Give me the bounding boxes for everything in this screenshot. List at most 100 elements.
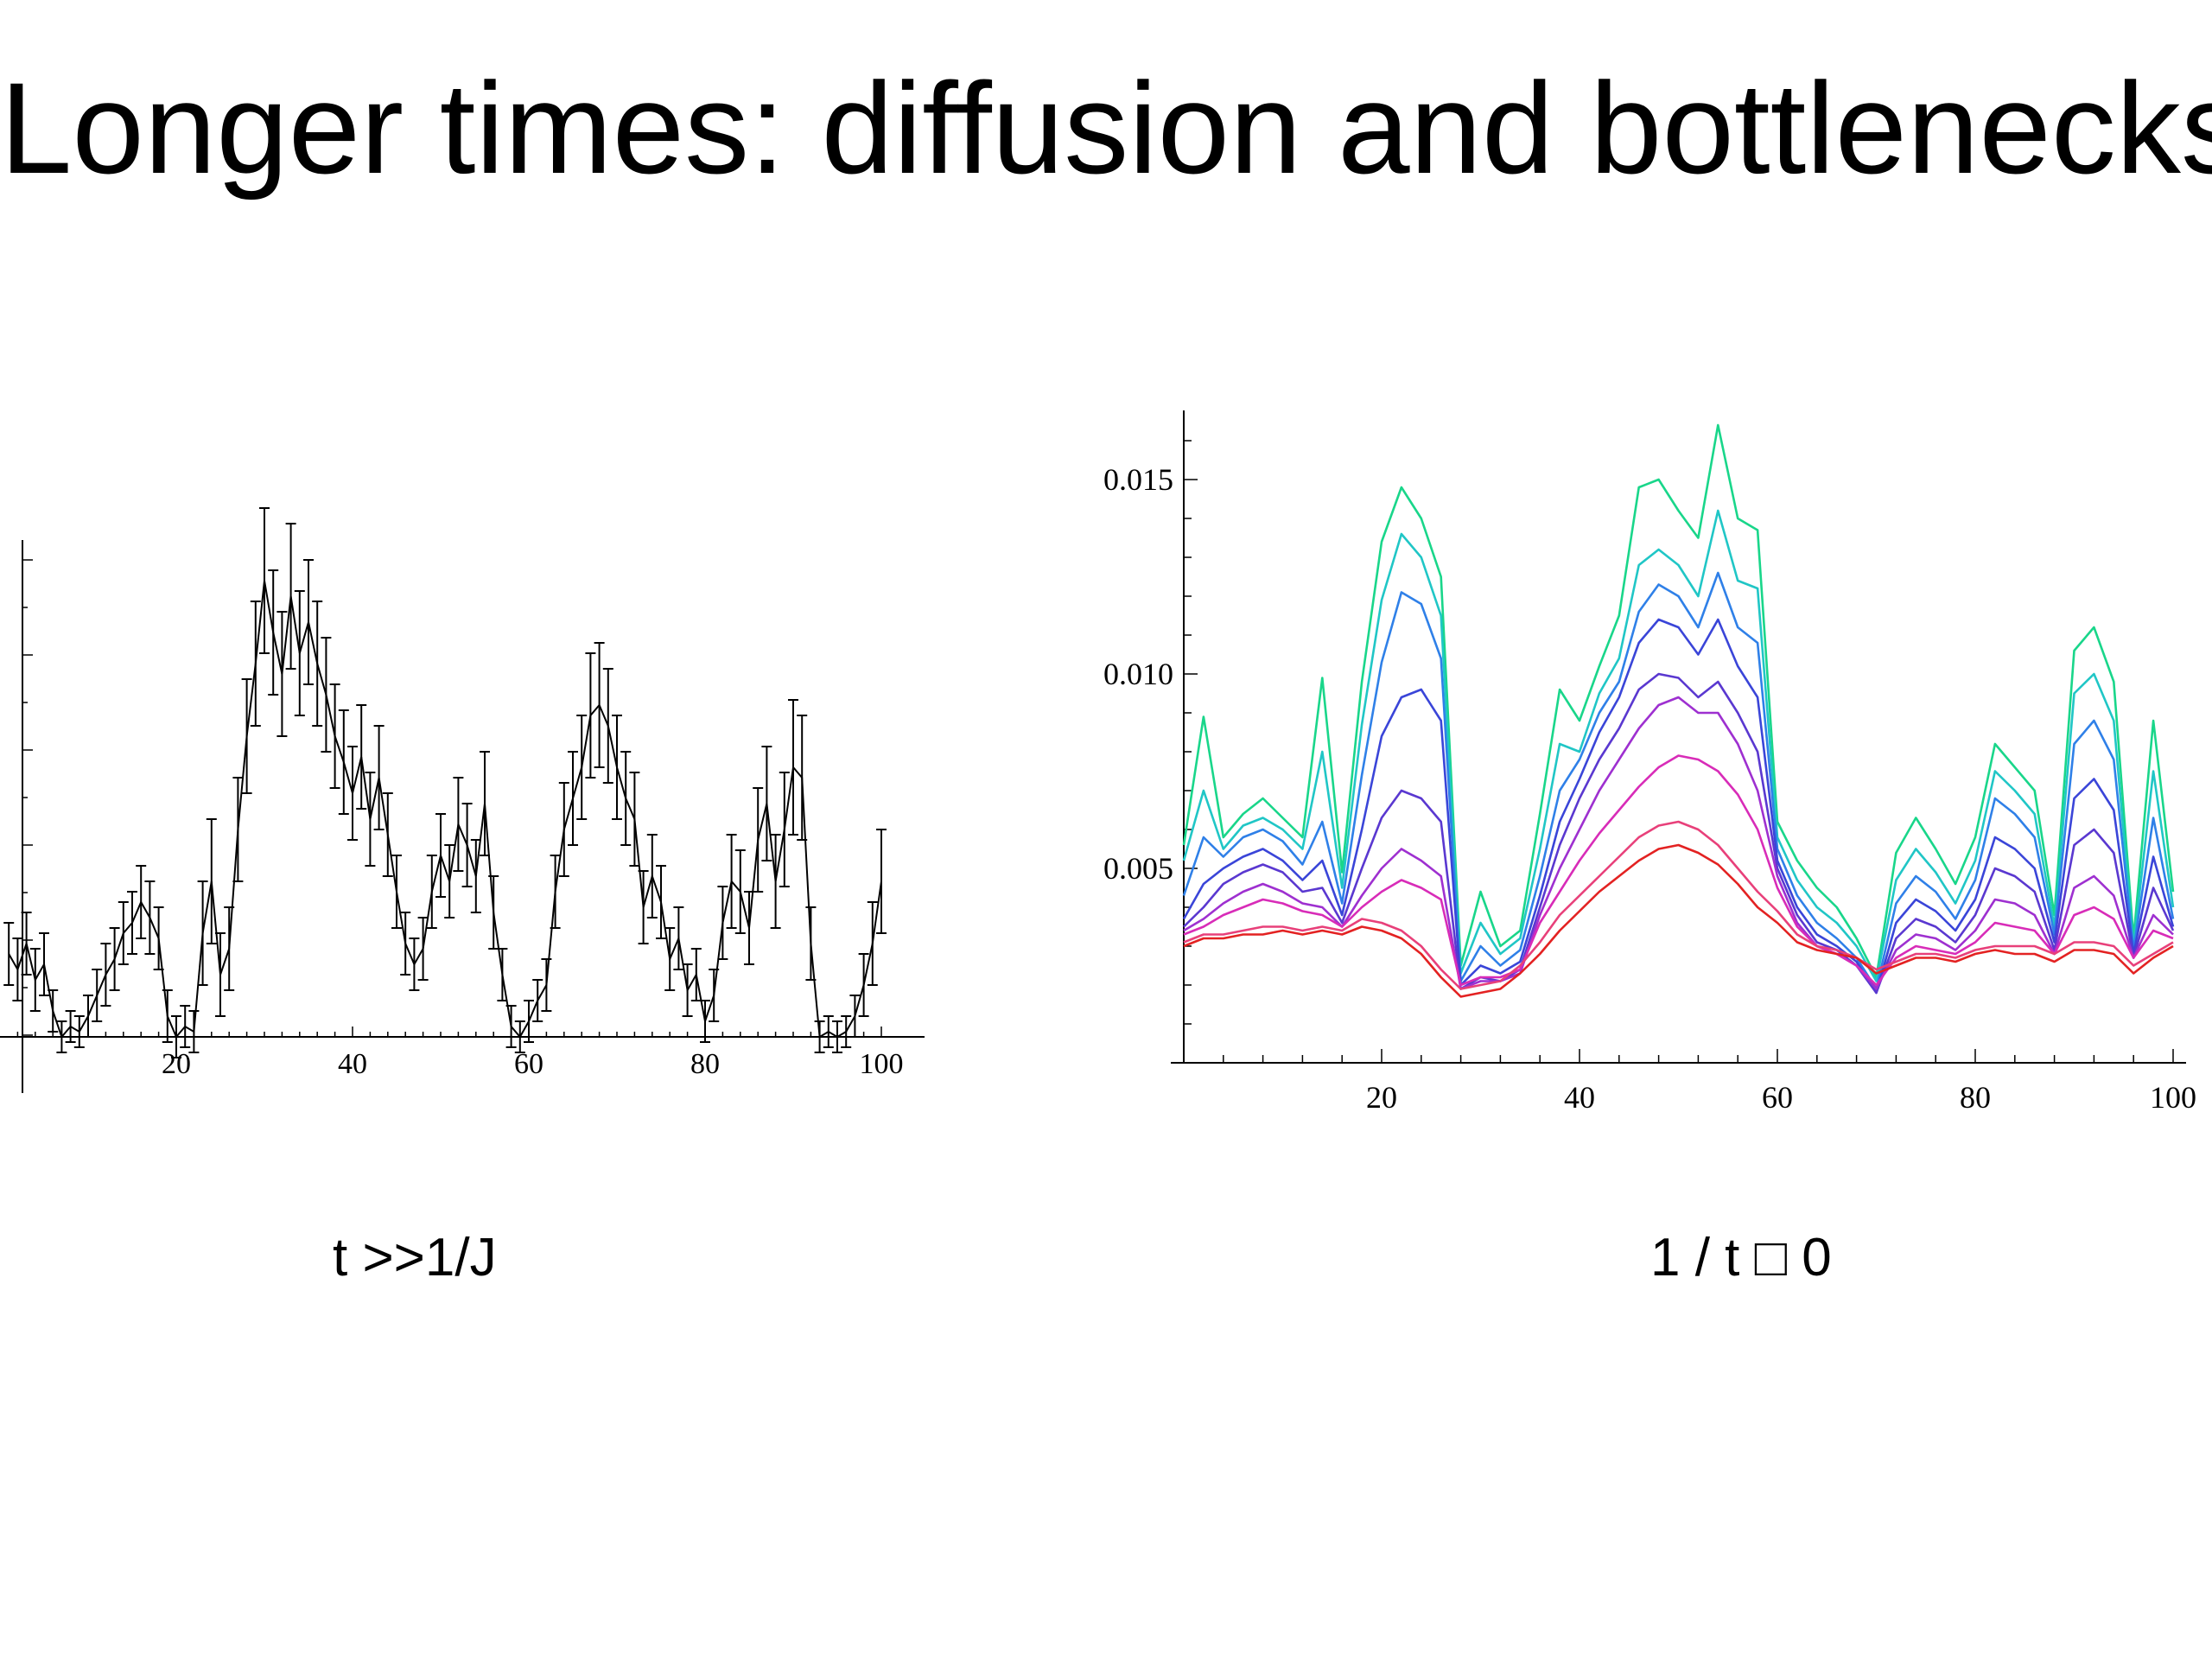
error-bar [594,642,605,768]
x-tick-label: 40 [338,1048,367,1080]
error-bar [550,855,561,929]
error-bar [656,865,666,939]
error-bar [73,1015,85,1048]
error-bar [734,849,746,934]
error-bar [629,772,640,867]
multi-line-chart: 0.005 0.010 0.015 20 40 60 80 100 [1103,410,2196,1115]
error-bar [805,906,817,981]
error-bar [12,938,23,1001]
error-bar [268,569,279,696]
x-tick-label: 80 [1960,1080,1991,1115]
error-bar [312,601,323,727]
error-bar [21,912,32,976]
x-tick-label: 60 [1762,1080,1793,1115]
y-tick-label: 0.015 [1103,462,1173,497]
error-bar [100,943,111,1007]
error-bar [620,751,632,846]
error-bar [602,668,613,784]
series-line-3 [1182,571,2175,990]
error-bar [241,678,252,794]
error-bar [497,948,508,1001]
series-line [8,580,882,1039]
error-bar [435,813,446,898]
error-bar [180,1005,191,1048]
caption-left: t >>1/J [333,1228,497,1287]
error-bar [612,715,622,820]
error-bar [717,886,728,960]
error-bar [329,683,340,789]
error-bar [127,891,137,955]
error-bar [726,834,737,929]
error-bar [524,1000,534,1043]
error-bar [814,1020,825,1053]
error-bar [488,875,499,950]
error-bar [823,1015,834,1048]
error-bar [259,507,270,654]
error-bar [188,1010,200,1053]
error-bar [453,777,464,872]
error-bar [303,559,314,685]
error-bar [3,922,15,986]
error-bar [136,865,147,939]
error-bar [832,1020,842,1053]
error-bar [56,1020,67,1053]
error-bar [541,958,552,1012]
error-bar [162,989,173,1043]
error-bar [480,751,490,856]
error-bar [753,787,764,893]
error-bar [321,637,332,753]
series-line-2 [1182,509,2175,982]
x-tick-label: 80 [690,1048,720,1080]
error-bar [373,725,385,830]
error-bar [215,932,226,1017]
error-bar [461,803,473,887]
error-bar [585,652,596,779]
error-bar [444,844,455,918]
error-bar [294,590,305,716]
x-tick-label: 100 [860,1048,904,1080]
error-bar [285,523,296,670]
error-bar [788,699,798,836]
error-bar [558,782,569,877]
error-bar [690,948,702,1001]
error-bar [206,818,217,944]
error-bar [664,927,676,991]
error-bar [841,1015,852,1048]
error-bar [709,969,720,1022]
y-tick-label: 0.010 [1103,657,1173,691]
error-bar [638,870,649,944]
error-bar [65,1010,76,1043]
slide-title: Longer times: diffusion and bottlenecks [0,55,2212,200]
error-bar [109,927,120,991]
error-bar [356,704,367,810]
error-bar [867,901,878,986]
error-bar [797,715,808,841]
error-bar [426,855,437,929]
error-bar [92,969,103,1022]
error-bar [646,834,658,918]
y-tick-label: 0.005 [1103,851,1173,886]
error-bar [391,855,402,929]
error-bar [232,777,244,882]
series-line-8 [1183,820,2174,990]
error-bar-chart: 20 40 60 80 100 [0,507,925,1093]
error-bar [505,1005,517,1048]
error-bar [514,1020,525,1053]
error-bar [876,829,887,934]
error-bar [858,953,869,1017]
error-bar [568,751,578,846]
series-line-1 [1182,423,2175,979]
error-bar [576,715,588,820]
error-bar [338,709,349,815]
error-bar [48,989,59,1033]
error-bar [171,1015,181,1058]
error-bar [224,906,235,991]
error-bar [761,746,772,861]
series-line-5 [1183,672,2175,995]
series-line-7 [1183,754,2174,987]
series-line-4 [1182,618,2175,995]
error-bar [673,906,684,970]
error-bar [779,772,790,887]
error-bar [276,611,288,737]
x-tick-label: 60 [514,1048,543,1080]
